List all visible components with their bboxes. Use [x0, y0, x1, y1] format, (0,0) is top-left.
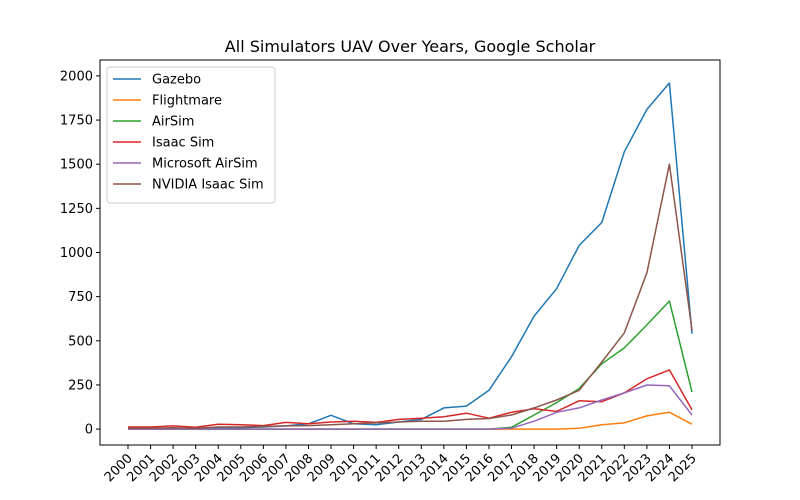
axes-layer: 0250500750100012501500175020002000200120… — [60, 69, 700, 485]
series-line-gazebo — [127, 82, 693, 430]
y-tick-label: 2000 — [60, 69, 93, 84]
legend: Gazebo Flightmare AirSim Isaac Sim Microsoft… — [106, 66, 276, 204]
y-tick-label: 1250 — [60, 202, 93, 217]
y-tick-label: 1000 — [60, 246, 93, 261]
legend-label: NVIDIA Isaac Sim — [152, 178, 264, 193]
series-line-airsim — [128, 300, 693, 430]
y-tick-label: 1500 — [60, 158, 93, 173]
y-tick-label: 1750 — [60, 114, 93, 129]
series-line-nvidia-isaac-sim — [128, 163, 693, 429]
chart-title: All Simulators UAV Over Years, Google Sc… — [225, 37, 596, 56]
y-tick-label: 250 — [68, 378, 93, 393]
legend-box — [106, 66, 276, 204]
legend-label: Flightmare — [152, 94, 222, 109]
series-layer — [127, 82, 693, 430]
y-tick-label: 750 — [68, 290, 93, 305]
y-tick-label: 500 — [68, 334, 93, 349]
legend-label: Microsoft AirSim — [152, 157, 258, 172]
legend-label: AirSim — [152, 115, 194, 130]
series-line-microsoft-airsim — [128, 384, 693, 430]
legend-label: Isaac Sim — [152, 136, 214, 151]
legend-label: Gazebo — [152, 73, 201, 88]
y-tick-label: 0 — [85, 423, 93, 438]
